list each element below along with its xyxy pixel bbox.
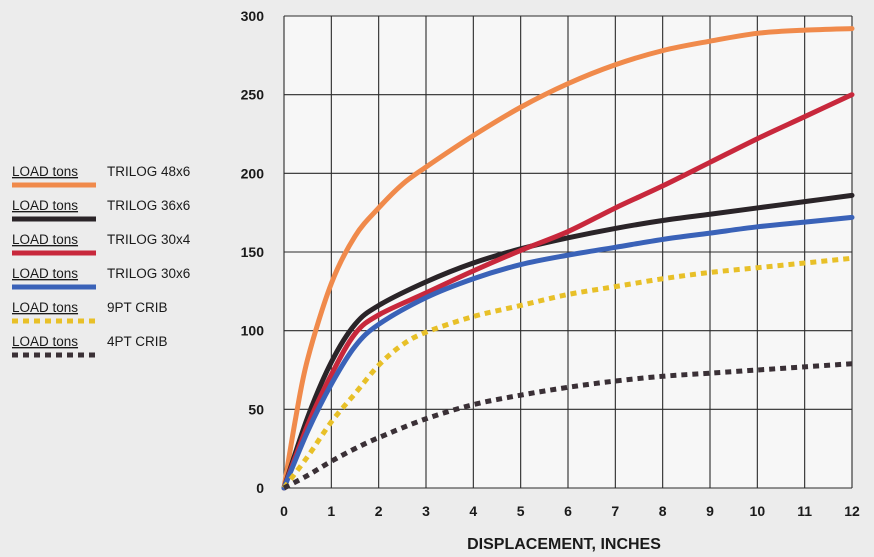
legend-item: LOAD tons 9PT CRIB <box>12 300 168 324</box>
legend-label: TRILOG 30x6 <box>107 266 190 281</box>
x-tick-label: 12 <box>844 503 860 519</box>
legend-label: TRILOG 30x4 <box>107 232 191 247</box>
legend-label: TRILOG 36x6 <box>107 198 190 213</box>
legend-label-prefix: LOAD tons <box>12 300 78 315</box>
x-tick-label: 11 <box>797 503 812 519</box>
y-axis-ticks: 0 50 100 150 200 250 300 <box>241 8 265 496</box>
x-tick-label: 6 <box>564 503 572 519</box>
y-tick-label: 300 <box>241 8 265 24</box>
legend: LOAD tons TRILOG 48x6 LOAD tons TRILOG 36x6… <box>12 164 191 358</box>
legend-item: LOAD tons TRILOG 30x6 <box>12 266 190 290</box>
x-tick-label: 10 <box>750 503 766 519</box>
series-lines <box>281 26 855 491</box>
y-tick-label: 50 <box>248 401 264 417</box>
series-line-4 <box>282 255 853 490</box>
series-line-5 <box>282 361 853 491</box>
x-tick-label: 9 <box>706 503 714 519</box>
legend-label-prefix: LOAD tons <box>12 334 78 349</box>
legend-label-prefix: LOAD tons <box>12 164 78 179</box>
legend-label-prefix: LOAD tons <box>12 198 78 213</box>
x-axis-label: DISPLACEMENT, INCHES <box>467 536 661 553</box>
grid <box>283 15 853 489</box>
legend-item: LOAD tons TRILOG 30x4 <box>12 232 191 256</box>
x-tick-label: 8 <box>659 503 667 519</box>
y-tick-label: 0 <box>256 480 264 496</box>
x-tick-label: 2 <box>375 503 383 519</box>
y-tick-label: 100 <box>241 323 265 339</box>
legend-item: LOAD tons 4PT CRIB <box>12 334 168 358</box>
y-tick-label: 200 <box>241 165 265 181</box>
legend-item: LOAD tons TRILOG 48x6 <box>12 164 190 188</box>
y-tick-label: 250 <box>241 87 265 103</box>
x-tick-label: 1 <box>327 503 335 519</box>
x-tick-label: 7 <box>611 503 619 519</box>
legend-label-prefix: LOAD tons <box>12 266 78 281</box>
y-tick-label: 150 <box>241 244 265 260</box>
x-tick-label: 5 <box>517 503 525 519</box>
series-line-2 <box>281 92 855 491</box>
series-line-0 <box>281 26 855 491</box>
legend-label: 4PT CRIB <box>107 334 168 349</box>
legend-label: TRILOG 48x6 <box>107 164 190 179</box>
x-axis-ticks: 0 1 2 3 4 5 6 7 8 9 10 11 12 <box>280 503 860 519</box>
series-line-3 <box>281 214 855 491</box>
legend-label-prefix: LOAD tons <box>12 232 78 247</box>
x-tick-label: 3 <box>422 503 430 519</box>
x-tick-label: 0 <box>280 503 288 519</box>
legend-item: LOAD tons TRILOG 36x6 <box>12 198 190 222</box>
legend-label: 9PT CRIB <box>107 300 168 315</box>
x-tick-label: 4 <box>469 503 477 519</box>
